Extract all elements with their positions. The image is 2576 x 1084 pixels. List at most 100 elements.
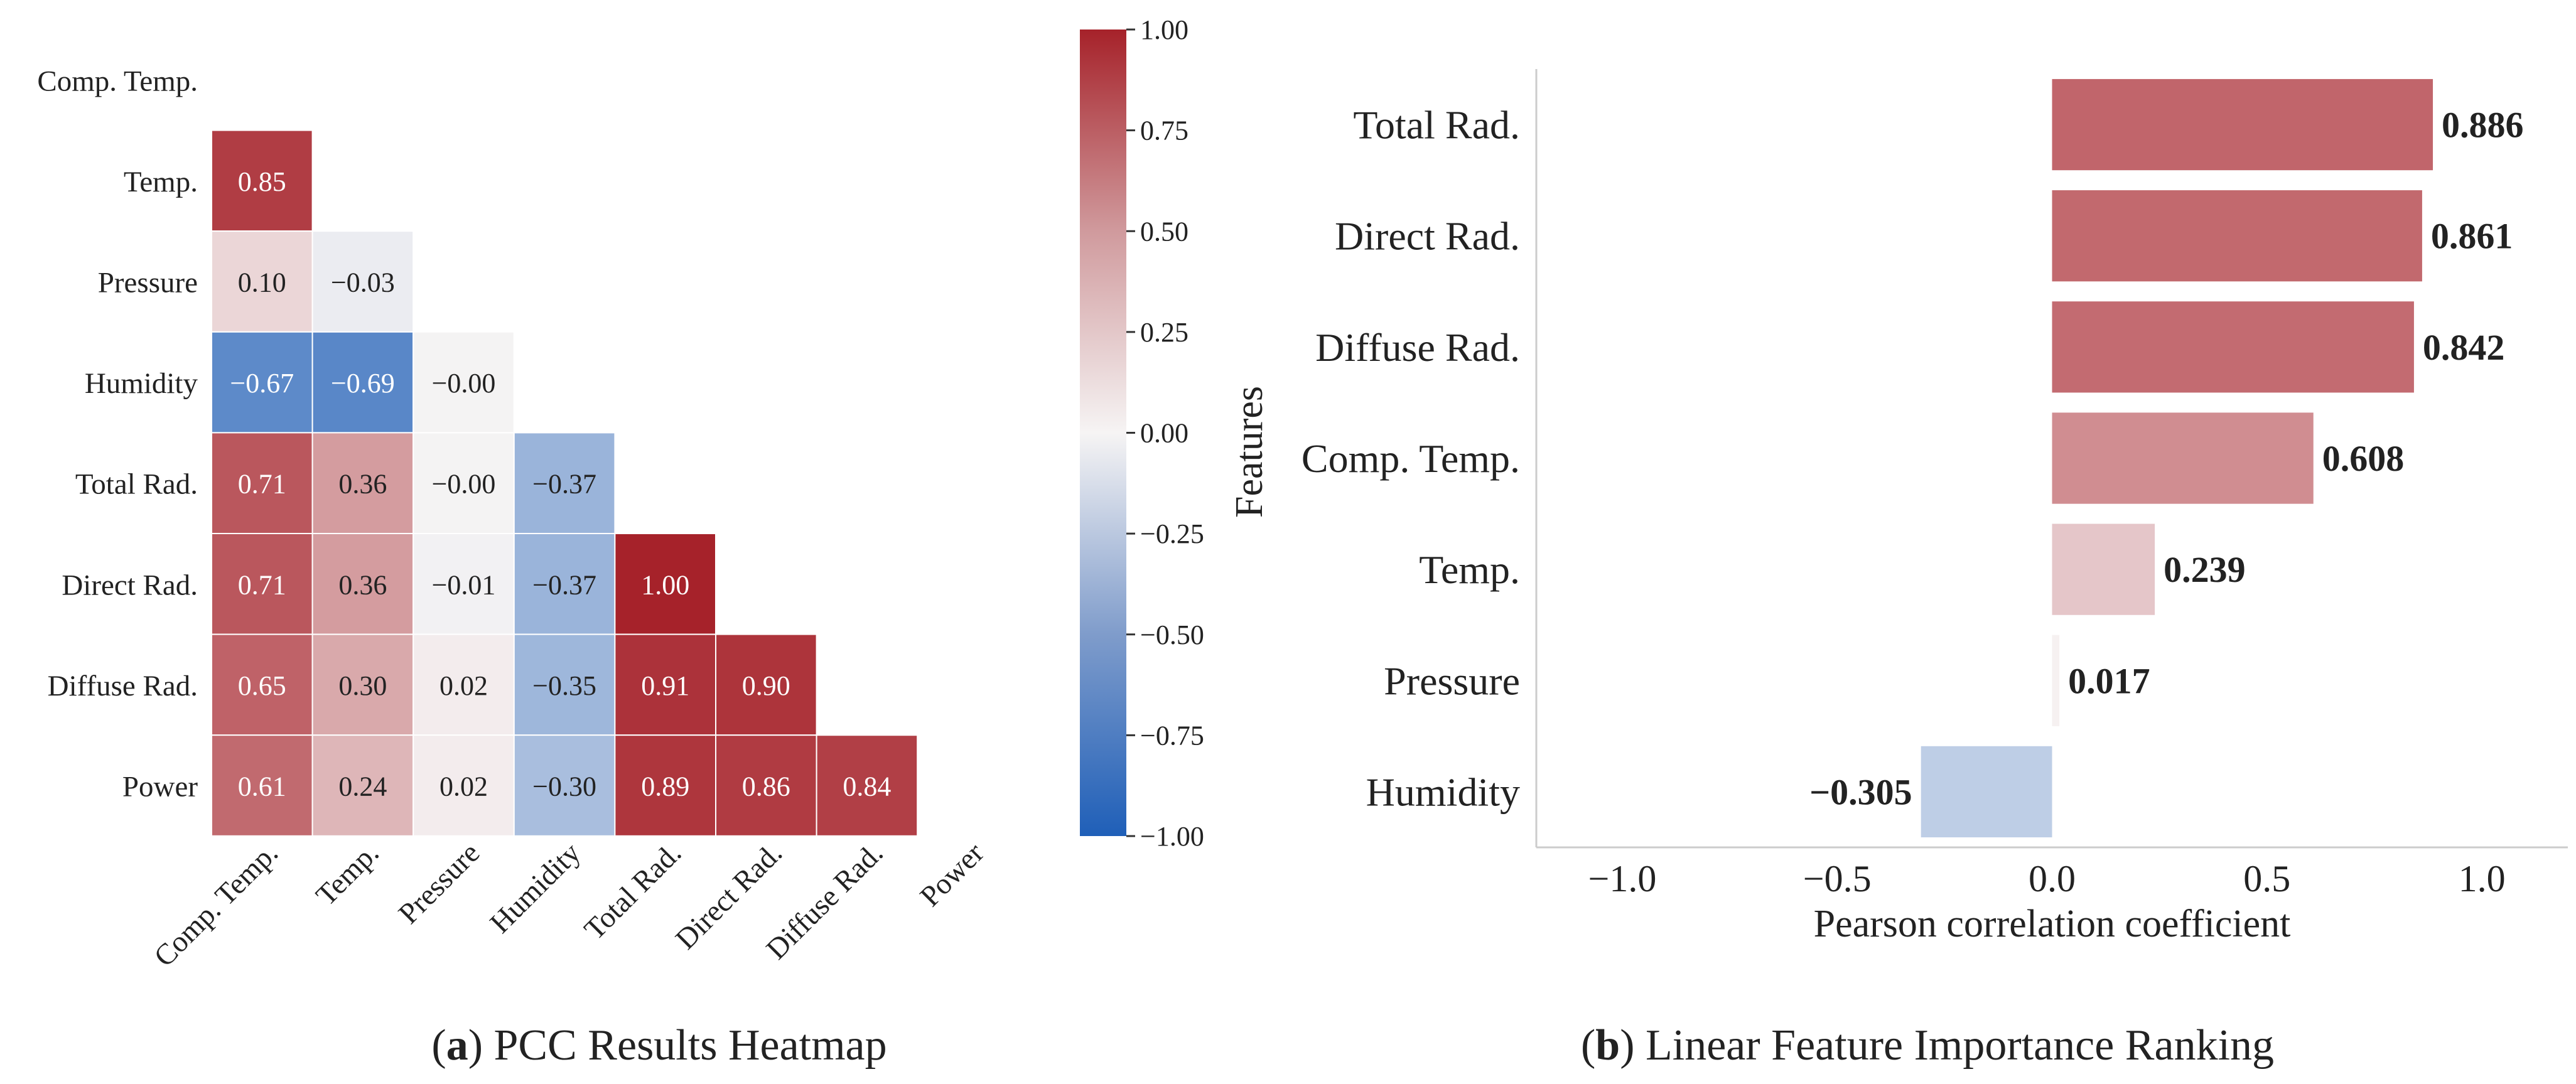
heatmap-cell	[311, 432, 414, 535]
heatmap-cell-value: 0.10	[238, 267, 286, 298]
caption-paren: (	[431, 1021, 446, 1070]
heatmap-cell-value: 0.61	[238, 771, 286, 802]
heatmap-cell-value: 0.02	[439, 771, 488, 802]
heatmap-col-label: Pressure	[392, 837, 486, 930]
heatmap-cell-value: −0.37	[532, 569, 596, 600]
heatmap-cell	[412, 633, 515, 736]
heatmap-cell	[211, 633, 313, 736]
caption-a: (a) PCC Results Heatmap	[431, 1021, 887, 1070]
heatmap-cell	[412, 331, 515, 434]
heatmap-cell-value: 0.90	[742, 670, 790, 701]
heatmap-row-label: Pressure	[98, 267, 198, 299]
heatmap-cell-value: 0.85	[238, 166, 286, 197]
caption-b: (b) Linear Feature Importance Ranking	[1581, 1021, 2274, 1070]
heatmap-cell-value: −0.35	[532, 670, 596, 701]
heatmap-cell	[211, 129, 313, 232]
bar-category-label: Comp. Temp.	[1301, 436, 1520, 481]
colorbar-tick-label: −1.00	[1140, 821, 1204, 852]
heatmap-cell-value: 0.86	[742, 771, 790, 802]
heatmap-cell	[715, 633, 817, 736]
bar-value-label: −0.305	[1809, 771, 1912, 812]
heatmap-cell	[816, 734, 919, 837]
colorbar-tick-label: 1.00	[1140, 14, 1188, 45]
heatmap-cell-value: 0.89	[641, 771, 689, 802]
colorbar-gradient	[1080, 30, 1126, 836]
heatmap-cell-value: −0.37	[532, 469, 596, 500]
bar-category-label: Total Rad.	[1353, 103, 1520, 148]
x-tick-label: −1.0	[1588, 858, 1656, 899]
heatmap-col-label: Power	[914, 837, 991, 913]
heatmap-cell	[211, 331, 313, 434]
caption-paren: (	[1581, 1021, 1595, 1070]
heatmap-col-label: Temp.	[310, 837, 385, 912]
caption-letter: a	[446, 1021, 468, 1070]
heatmap-cell	[211, 734, 313, 837]
bar-panel: Total Rad. 0.886 Direct Rad. 0.861 Diffuse R…	[1228, 69, 2568, 945]
colorbar-tick-label: −0.75	[1140, 720, 1204, 751]
bar-value-label: 0.886	[2442, 105, 2524, 146]
bar-category-label: Pressure	[1384, 658, 1520, 703]
bar-value-label: 0.842	[2423, 327, 2505, 368]
heatmap-cell	[513, 533, 616, 635]
bar	[2052, 635, 2060, 726]
heatmap-row-label: Comp. Temp.	[37, 65, 198, 97]
heatmap-cell-value: 0.65	[238, 670, 286, 701]
heatmap-cell	[211, 230, 313, 333]
bar-category-label: Humidity	[1366, 770, 1520, 814]
heatmap-cell-value: 0.71	[238, 569, 286, 600]
heatmap-col-label: Comp. Temp.	[148, 837, 285, 974]
heatmap-cell-value: 0.91	[641, 670, 689, 701]
heatmap-cell-value: −0.03	[331, 267, 395, 298]
bar	[2052, 301, 2414, 393]
heatmap-cell	[311, 633, 414, 736]
bar	[2052, 190, 2422, 282]
x-tick-label: 0.0	[2029, 858, 2076, 899]
colorbar-tick-label: 0.25	[1140, 317, 1188, 348]
bar-value-label: 0.239	[2164, 549, 2246, 590]
heatmap-row-label: Power	[122, 771, 198, 803]
heatmap-cell	[311, 331, 414, 434]
caption-text: ) PCC Results Heatmap	[468, 1021, 887, 1070]
heatmap-cell	[614, 533, 717, 635]
x-tick-label: 0.5	[2243, 858, 2290, 899]
x-axis-title: Pearson correlation coefficient	[1814, 903, 2291, 945]
heatmap-cell-value: 0.36	[338, 469, 387, 500]
heatmap-cell-value: −0.00	[432, 368, 496, 399]
heatmap-row-label: Humidity	[85, 367, 198, 400]
heatmap-row-label: Total Rad.	[75, 468, 198, 501]
heatmap-cell	[513, 633, 616, 736]
heatmap-cell	[412, 533, 515, 635]
heatmap-cell	[311, 533, 414, 635]
heatmap-cell-value: −0.30	[532, 771, 596, 802]
bar	[1921, 746, 2052, 838]
heatmap-cell-value: −0.69	[331, 368, 395, 399]
caption-text: ) Linear Feature Importance Ranking	[1620, 1021, 2274, 1070]
heatmap-cell-value: 0.02	[439, 670, 488, 701]
bar	[2052, 78, 2433, 171]
x-tick-label: −0.5	[1803, 858, 1872, 899]
colorbar-tick-label: −0.25	[1140, 518, 1204, 549]
heatmap-cell	[513, 734, 616, 837]
bar-value-label: 0.608	[2322, 438, 2405, 479]
bar-category-label: Diffuse Rad.	[1315, 325, 1520, 370]
heatmap-cell	[715, 734, 817, 837]
y-axis-title: Features	[1228, 386, 1271, 518]
heatmap-cell-value: 0.36	[338, 569, 387, 600]
bar-category-label: Direct Rad.	[1335, 214, 1520, 259]
bar-value-label: 0.017	[2068, 660, 2150, 701]
heatmap-cell-value: 1.00	[641, 569, 689, 600]
heatmap-cell-value: 0.71	[238, 469, 286, 500]
heatmap-cell	[513, 432, 616, 535]
heatmap-cell-value: 0.84	[843, 771, 891, 802]
heatmap-cell-value: −0.00	[432, 469, 496, 500]
heatmap-cell-value: 0.30	[338, 670, 387, 701]
bar-category-label: Temp.	[1419, 547, 1520, 592]
heatmap-col-label: Total Rad.	[578, 837, 688, 947]
heatmap-row-label: Direct Rad.	[62, 569, 198, 601]
heatmap-cell-value: 0.24	[338, 771, 387, 802]
colorbar-tick-label: 0.75	[1140, 115, 1188, 146]
heatmap-cell-value: −0.01	[432, 569, 496, 600]
heatmap-cell	[311, 734, 414, 837]
